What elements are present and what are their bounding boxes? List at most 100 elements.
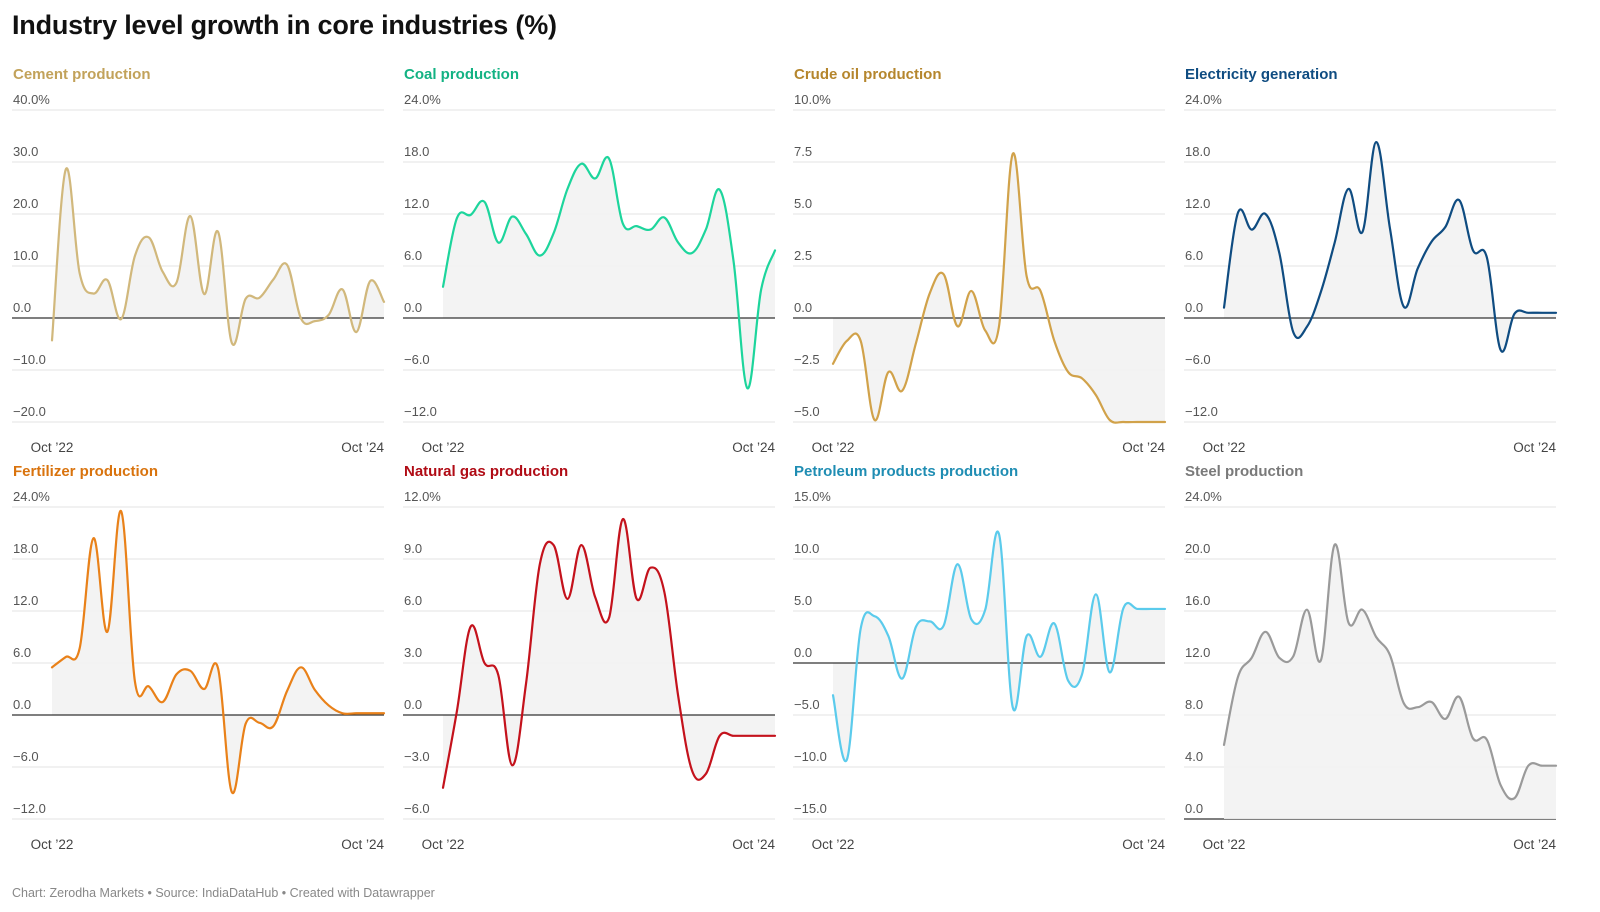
x-tick-label: Oct ’24 [1513,837,1556,852]
y-tick-label: 20.0 [13,196,38,211]
series-line [441,518,777,789]
y-tick-label: 4.0 [1185,749,1203,764]
y-tick-label: 0.0 [1185,300,1203,315]
y-tick-label: −6.0 [404,801,430,816]
chart-panel: Cement production 40.0% 30.0 20.0 10.0 0.0 −10… [12,66,387,466]
y-tick-label: −6.0 [404,352,430,367]
series-area [1224,544,1556,819]
y-tick-label: 18.0 [1185,144,1210,159]
x-tick-label: Oct ’24 [1122,837,1165,852]
series-line [1222,543,1558,801]
y-tick-label: 10.0 [13,248,38,263]
y-tick-label: 12.0 [404,196,429,211]
chart-plot: 15.0% 10.0 5.0 0.0 −5.0 −10.0 −15.0 Oct ’22 Oct … [793,489,1167,852]
chart-plot: 24.0% 20.0 16.0 12.0 8.0 4.0 0.0 Oct ’22 Oct ’24 [1184,489,1558,852]
chart-footer: Chart: Zerodha Markets • Source: IndiaDa… [12,886,435,900]
y-tick-label: 6.0 [1185,248,1203,263]
x-tick-label: Oct ’24 [1513,440,1556,455]
chart-title: Natural gas production [404,463,569,480]
series-line [1222,140,1558,353]
y-tick-label: 16.0 [1185,593,1210,608]
y-tick-label: 12.0 [1185,196,1210,211]
series-area [1224,142,1556,352]
x-tick-label: Oct ’24 [732,837,775,852]
y-tick-label: −5.0 [794,697,820,712]
y-tick-label: 7.5 [794,144,812,159]
y-tick-label: −10.0 [794,749,827,764]
y-tick-label: 12.0% [404,489,441,504]
y-tick-label: 3.0 [404,645,422,660]
x-tick-label: Oct ’24 [1122,440,1165,455]
x-tick-label: Oct ’22 [31,440,74,455]
series-line [441,155,777,390]
y-tick-label: 0.0 [794,645,812,660]
y-tick-label: 0.0 [404,300,422,315]
y-tick-label: 40.0% [13,92,50,107]
y-tick-label: 6.0 [13,645,31,660]
chart-title: Steel production [1185,463,1304,480]
chart-panel: Crude oil production 10.0% 7.5 5.0 2.5 0.0 −2.… [793,66,1168,466]
y-tick-label: −10.0 [13,352,46,367]
y-tick-label: −12.0 [1185,404,1218,419]
chart-plot: 24.0% 18.0 12.0 6.0 0.0 −6.0 −12.0 Oct ’22 Oct ’… [12,489,386,852]
y-tick-label: 0.0 [13,300,31,315]
chart-panel: Electricity generation 24.0% 18.0 12.0 6.0 0.… [1184,66,1559,466]
chart-plot: 12.0% 9.0 6.0 3.0 0.0 −3.0 −6.0 Oct ’22 Oct ’24 [403,489,777,852]
y-tick-label: 24.0% [1185,92,1222,107]
x-tick-label: Oct ’22 [422,440,465,455]
y-tick-label: −12.0 [404,404,437,419]
y-tick-label: 0.0 [1185,801,1203,816]
x-tick-label: Oct ’22 [812,440,855,455]
series-area [52,510,384,794]
y-tick-label: 24.0% [13,489,50,504]
y-tick-label: 6.0 [404,593,422,608]
y-tick-label: 9.0 [404,541,422,556]
x-tick-label: Oct ’24 [341,837,384,852]
x-tick-label: Oct ’24 [341,440,384,455]
series-line [50,510,386,795]
y-tick-label: 6.0 [404,248,422,263]
x-tick-label: Oct ’22 [812,837,855,852]
y-tick-label: 15.0% [794,489,831,504]
y-tick-label: 8.0 [1185,697,1203,712]
series-area [833,531,1165,762]
y-tick-label: 18.0 [13,541,38,556]
y-tick-label: −12.0 [13,801,46,816]
chart-panel: Fertilizer production 24.0% 18.0 12.0 6.0 0.0… [12,463,387,863]
series-area [833,153,1165,423]
y-tick-label: 10.0% [794,92,831,107]
y-tick-label: −6.0 [13,749,39,764]
y-tick-label: 12.0 [1185,645,1210,660]
chart-panel: Petroleum products production 15.0% 10.0 5.… [793,463,1168,863]
chart-title: Fertilizer production [13,463,159,480]
x-tick-label: Oct ’22 [1203,837,1246,852]
chart-title: Crude oil production [794,66,942,83]
chart-title: Cement production [13,66,151,83]
chart-panel: Natural gas production 12.0% 9.0 6.0 3.0 0.0 −… [403,463,778,863]
y-tick-label: 5.0 [794,196,812,211]
y-tick-label: 2.5 [794,248,812,263]
y-tick-label: −2.5 [794,352,820,367]
y-tick-label: 24.0% [404,92,441,107]
y-tick-label: −20.0 [13,404,46,419]
y-tick-label: 5.0 [794,593,812,608]
x-tick-label: Oct ’22 [422,837,465,852]
y-tick-label: 12.0 [13,593,38,608]
y-tick-label: −5.0 [794,404,820,419]
x-tick-label: Oct ’24 [732,440,775,455]
y-tick-label: 0.0 [794,300,812,315]
series-line [50,167,386,346]
chart-title: Coal production [404,66,519,83]
series-area [443,157,775,389]
chart-title: Electricity generation [1185,66,1338,83]
chart-panel: Steel production 24.0% 20.0 16.0 12.0 8.0 4.0 0… [1184,463,1559,863]
chart-plot: 40.0% 30.0 20.0 10.0 0.0 −10.0 −20.0 Oct ’22 Oct… [12,92,386,455]
chart-plot: 24.0% 18.0 12.0 6.0 0.0 −6.0 −12.0 Oct ’22 Oct ’… [403,92,777,455]
chart-panel: Coal production 24.0% 18.0 12.0 6.0 0.0 −6.0 −1… [403,66,778,466]
page-title: Industry level growth in core industries… [12,10,557,40]
y-tick-label: 20.0 [1185,541,1210,556]
y-tick-label: −3.0 [404,749,430,764]
y-tick-label: −6.0 [1185,352,1211,367]
y-tick-label: 30.0 [13,144,38,159]
series-area [52,168,384,345]
